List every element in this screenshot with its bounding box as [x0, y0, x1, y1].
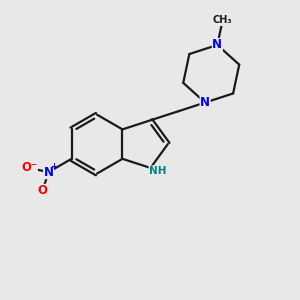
- Text: O: O: [38, 184, 47, 197]
- Text: N: N: [200, 96, 210, 109]
- Text: +: +: [50, 162, 57, 171]
- Text: CH₃: CH₃: [213, 16, 232, 26]
- Text: O⁻: O⁻: [21, 161, 37, 175]
- Text: NH: NH: [149, 166, 166, 176]
- Text: N: N: [44, 166, 54, 178]
- Text: N: N: [212, 38, 222, 51]
